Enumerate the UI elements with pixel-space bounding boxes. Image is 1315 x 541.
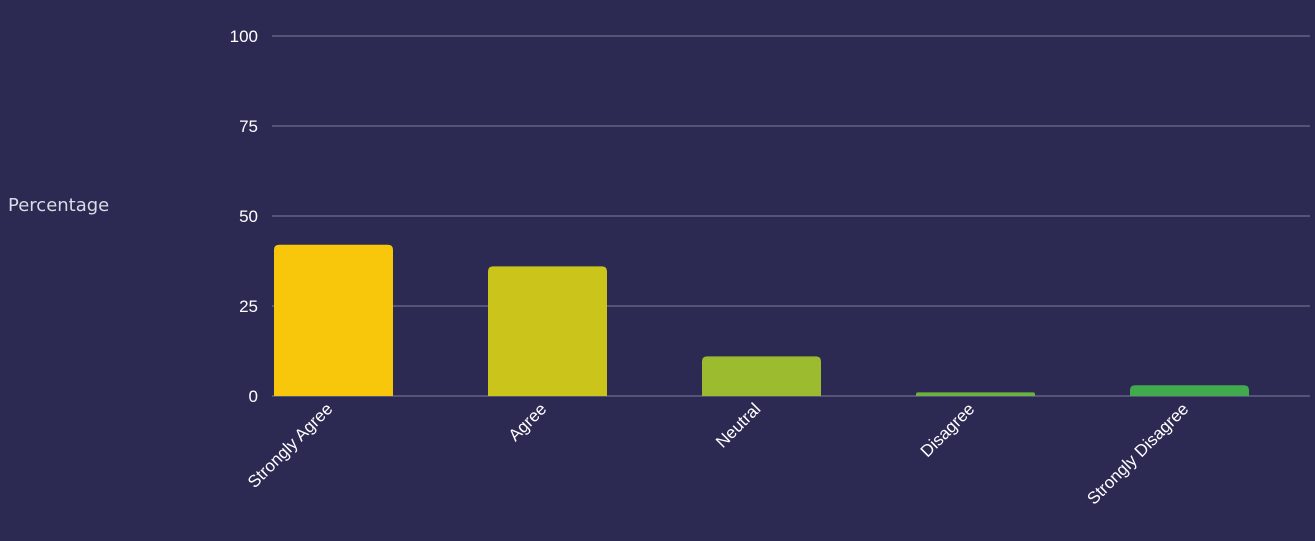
x-tick-label: Neutral bbox=[712, 399, 764, 451]
bar-neutral bbox=[702, 356, 821, 396]
x-tick-label: Agree bbox=[505, 399, 551, 445]
bar-agree bbox=[488, 266, 607, 396]
y-tick-label: 50 bbox=[239, 207, 258, 226]
bar-strongly-agree bbox=[274, 244, 393, 396]
x-tick-label: Strongly Disagree bbox=[1083, 399, 1192, 508]
bars-layer bbox=[274, 244, 1249, 396]
x-tick-label: Disagree bbox=[917, 399, 979, 461]
y-tick-label: 0 bbox=[249, 387, 258, 406]
y-tick-label: 100 bbox=[230, 27, 258, 46]
y-axis-title: Percentage bbox=[8, 195, 109, 216]
category-labels-layer: Strongly Agree Agree Neutral Disagree Strong… bbox=[244, 399, 1192, 508]
bar-disagree bbox=[916, 392, 1035, 396]
y-tick-label: 75 bbox=[239, 117, 258, 136]
y-tick-label: 25 bbox=[239, 297, 258, 316]
bar-strongly-disagree bbox=[1130, 385, 1249, 396]
x-tick-label: Strongly Agree bbox=[244, 399, 336, 491]
